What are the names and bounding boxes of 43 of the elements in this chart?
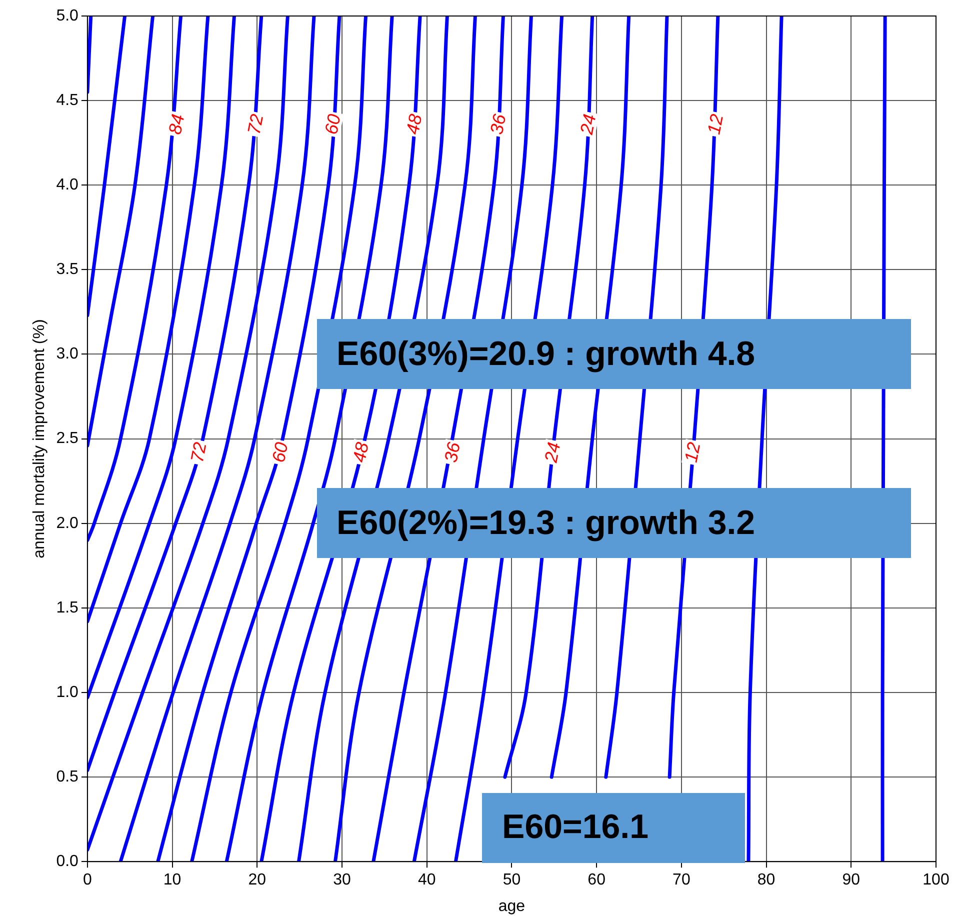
y-tick-label: 0.5 [56,768,79,786]
y-tick-label: 2.5 [56,430,79,448]
x-tick-label: 40 [418,872,436,889]
y-tick-label: 3.5 [56,261,79,278]
annotation: 60 [268,440,292,464]
y-tick-label: 3.0 [56,346,79,363]
y-tick-label: 4.0 [56,176,79,194]
annotation: 72 [244,112,268,136]
x-tick-label: 70 [672,872,690,889]
note-box: E60(3%)=20.9 : growth 4.8 [316,319,911,390]
annotation: 48 [402,112,426,136]
y-tick-label: 0.0 [56,853,79,870]
x-axis-title: age [498,898,526,915]
x-tick-label: 80 [757,872,776,889]
y-tick-label: 5.0 [56,7,79,24]
note-box: E60=16.1 [482,792,746,863]
annotation: 48 [348,440,372,464]
x-tick-label: 50 [502,872,521,889]
x-tick-label: 10 [163,872,182,889]
y-tick-label: 4.5 [56,92,79,109]
y-tick-label: 1.0 [56,684,79,701]
x-tick-label: 100 [922,872,950,889]
annotation: 36 [486,112,510,136]
annotation: E60=16.1 [502,808,649,848]
x-tick-label: 20 [248,872,266,889]
x-tick-label: 0 [82,872,92,889]
x-tick-label: 30 [333,872,352,889]
note-box: E60(2%)=19.3 : growth 3.2 [316,488,911,558]
annotation: 36 [440,440,464,464]
y-axis-title: annual mortality improvement (%) [31,319,48,558]
annotation: 24 [540,440,564,466]
annotation: E60(3%)=20.9 : growth 4.8 [336,334,756,374]
annotation: 12 [680,440,704,464]
annotation: 24 [576,112,600,137]
annotation: 84 [164,112,188,136]
x-tick-label: 60 [588,872,606,889]
annotation: 12 [704,112,728,136]
annotation: 60 [320,112,344,136]
y-tick-label: 1.5 [56,599,79,616]
y-tick-label: 2.0 [56,514,79,532]
annotation: 72 [186,440,210,464]
x-tick-label: 90 [842,872,860,889]
annotation: E60(2%)=19.3 : growth 3.2 [336,504,756,543]
